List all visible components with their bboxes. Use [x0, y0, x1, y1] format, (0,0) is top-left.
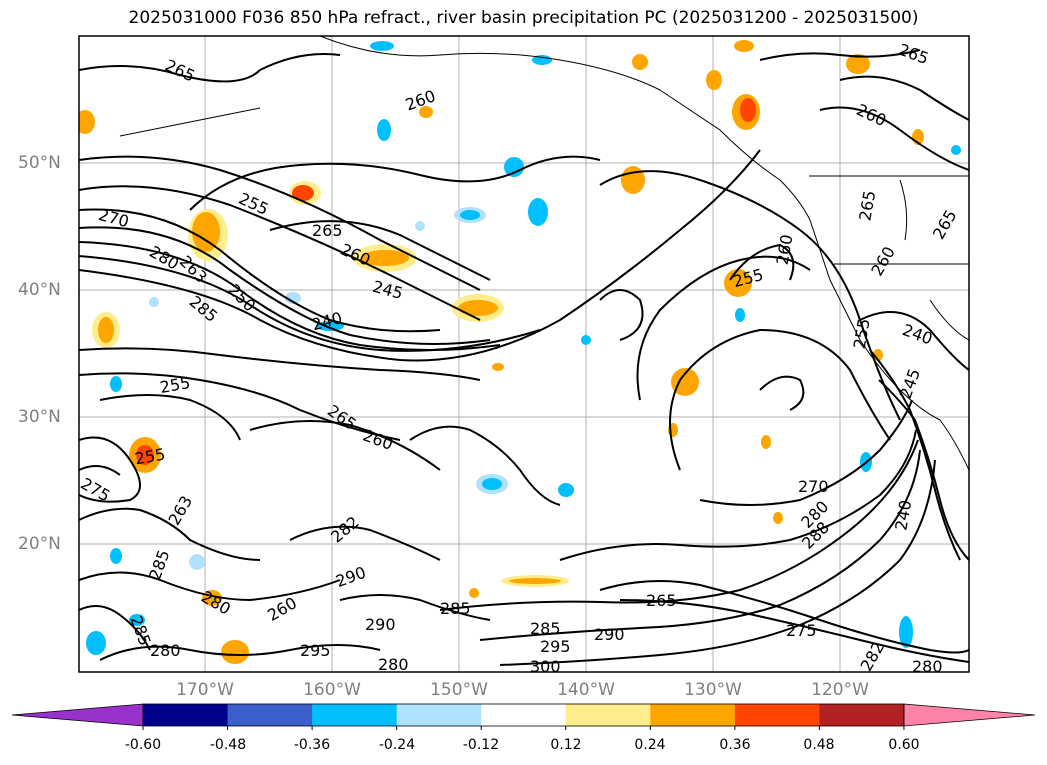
- contour-label: 280: [912, 657, 943, 676]
- contour-label: 265: [312, 221, 343, 240]
- refractivity-contours: [79, 49, 969, 666]
- plot-frame: [78, 35, 970, 673]
- contour-label: 290: [365, 615, 396, 634]
- colorbar-tick-label: 0.12: [550, 737, 582, 753]
- lon-label: 140°W: [557, 680, 615, 700]
- colorbar-segment: [143, 704, 229, 726]
- precip-shading: [79, 40, 961, 664]
- colorbar-tick-label: -0.36: [293, 737, 331, 753]
- map-plot: 265 260 265 255 270 265 280 260 263 245 …: [78, 35, 970, 676]
- contour-label: 280: [378, 655, 409, 674]
- colorbar-segment: [819, 704, 905, 726]
- colorbar-tick-label: 0.60: [888, 737, 920, 753]
- lat-label: 30°N: [18, 407, 61, 427]
- lat-label: 20°N: [18, 534, 61, 554]
- contour-label: 265: [646, 591, 677, 610]
- map-title: 2025031000 F036 850 hPa refract., river …: [128, 8, 919, 28]
- lat-label: 40°N: [18, 280, 61, 300]
- lon-label: 160°W: [303, 680, 361, 700]
- lat-label: 50°N: [18, 153, 61, 173]
- colorbar-segment: [312, 704, 398, 726]
- contour-label: 295: [540, 637, 571, 656]
- colorbar-tick-label: 0.24: [634, 737, 666, 753]
- contour-label: 300: [530, 657, 561, 676]
- colorbar-tick-label: -0.12: [462, 737, 500, 753]
- lon-label: 130°W: [684, 680, 742, 700]
- colorbar-tick-label: -0.24: [378, 737, 416, 753]
- colorbar-tick-label: -0.60: [124, 737, 162, 753]
- lon-label: 120°W: [811, 680, 869, 700]
- contour-label: 290: [594, 625, 625, 644]
- gridlines: [79, 36, 969, 672]
- colorbar-segment: [396, 704, 482, 726]
- colorbar-segment: [565, 704, 651, 726]
- colorbar-segment: [227, 704, 313, 726]
- plot-frame-bg: [79, 36, 969, 672]
- coastlines: [119, 36, 969, 471]
- contour-label: 270: [798, 477, 829, 496]
- contour-label: 275: [786, 621, 817, 640]
- colorbar-segment: [650, 704, 736, 726]
- colorbar-segment: [734, 704, 820, 726]
- contour-label: 280: [150, 641, 181, 660]
- colorbar-extend-min: [11, 703, 144, 727]
- colorbar-tick-label: 0.48: [803, 737, 835, 753]
- contour-label: 285: [440, 599, 471, 618]
- colorbar-tick-label: 0.36: [719, 737, 751, 753]
- lon-label: 150°W: [430, 680, 488, 700]
- colorbar-segment: [481, 704, 567, 726]
- contour-label: 295: [300, 641, 331, 660]
- colorbar-extend-max: [903, 703, 1036, 727]
- lon-label: 170°W: [176, 680, 234, 700]
- colorbar-border: [142, 703, 905, 727]
- contour-label: 285: [530, 619, 561, 638]
- colorbar-tick-label: -0.48: [209, 737, 247, 753]
